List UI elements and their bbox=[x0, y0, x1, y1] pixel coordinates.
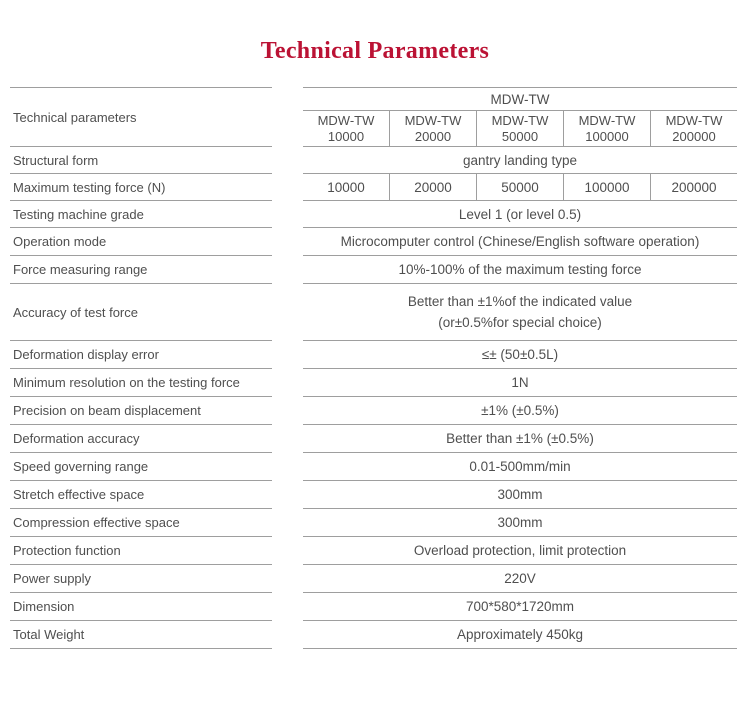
row-label: Maximum testing force (N) bbox=[10, 174, 272, 201]
model-name: MDW-TW bbox=[665, 112, 723, 128]
spec-sheet-page: Technical Parameters Technical parameter… bbox=[0, 36, 750, 719]
model-code: 10000 bbox=[327, 128, 365, 144]
row-label: Deformation accuracy bbox=[10, 425, 272, 453]
model-name: MDW-TW bbox=[578, 112, 636, 128]
row-label: Speed governing range bbox=[10, 453, 272, 481]
model-name: MDW-TW bbox=[491, 112, 549, 128]
row-value: Better than ±1% (±0.5%) bbox=[303, 425, 737, 453]
model-column-header: MDW-TW 50000 bbox=[476, 111, 563, 146]
table-row-protection-function: Protection function Overload protection,… bbox=[10, 537, 737, 565]
row-label: Deformation display error bbox=[10, 341, 272, 369]
row-value: 10%-100% of the maximum testing force bbox=[303, 256, 737, 284]
column-gap bbox=[272, 425, 303, 453]
column-gap bbox=[272, 256, 303, 284]
table-row-accuracy-test-force: Accuracy of test force Better than ±1%of… bbox=[10, 284, 737, 341]
row-label: Compression effective space bbox=[10, 509, 272, 537]
row-label: Total Weight bbox=[10, 621, 272, 649]
row-value: Approximately 450kg bbox=[303, 621, 737, 649]
row-value: ≤± (50±0.5L) bbox=[303, 341, 737, 369]
table-row-operation-mode: Operation mode Microcomputer control (Ch… bbox=[10, 228, 737, 256]
force-value: 200000 bbox=[650, 174, 737, 200]
table-row-deformation-display-error: Deformation display error ≤± (50±0.5L) bbox=[10, 341, 737, 369]
technical-parameters-table: Technical parameters MDW-TW MDW-TW 10000… bbox=[10, 87, 737, 649]
model-column-header: MDW-TW 10000 bbox=[303, 111, 389, 146]
table-row-total-weight: Total Weight Approximately 450kg bbox=[10, 621, 737, 649]
row-value: gantry landing type bbox=[303, 147, 737, 174]
row-value: 1N bbox=[303, 369, 737, 397]
model-name: MDW-TW bbox=[317, 112, 375, 128]
row-label: Protection function bbox=[10, 537, 272, 565]
column-gap bbox=[272, 228, 303, 256]
row-label: Dimension bbox=[10, 593, 272, 621]
row-value: Microcomputer control (Chinese/English s… bbox=[303, 228, 737, 256]
column-gap bbox=[272, 341, 303, 369]
row-label: Stretch effective space bbox=[10, 481, 272, 509]
table-row-max-testing-force: Maximum testing force (N) 10000 20000 50… bbox=[10, 174, 737, 201]
column-gap bbox=[272, 481, 303, 509]
table-header-row: Technical parameters MDW-TW MDW-TW 10000… bbox=[10, 87, 737, 147]
row-label: Structural form bbox=[10, 147, 272, 174]
table-row-stretch-effective-space: Stretch effective space 300mm bbox=[10, 481, 737, 509]
model-code: 20000 bbox=[414, 128, 452, 144]
column-gap bbox=[272, 621, 303, 649]
column-gap bbox=[272, 509, 303, 537]
header-label-cell: Technical parameters bbox=[10, 87, 272, 147]
row-label: Accuracy of test force bbox=[10, 284, 272, 341]
column-gap bbox=[272, 565, 303, 593]
column-gap bbox=[272, 453, 303, 481]
column-gap bbox=[272, 201, 303, 228]
column-gap bbox=[272, 593, 303, 621]
row-value: ±1% (±0.5%) bbox=[303, 397, 737, 425]
model-code: 50000 bbox=[501, 128, 539, 144]
row-value: 0.01-500mm/min bbox=[303, 453, 737, 481]
model-column-header: MDW-TW 20000 bbox=[389, 111, 476, 146]
column-gap bbox=[272, 397, 303, 425]
column-gap bbox=[272, 174, 303, 201]
table-row-dimension: Dimension 700*580*1720mm bbox=[10, 593, 737, 621]
row-label: Minimum resolution on the testing force bbox=[10, 369, 272, 397]
column-gap bbox=[272, 147, 303, 174]
table-row-beam-displacement-precision: Precision on beam displacement ±1% (±0.5… bbox=[10, 397, 737, 425]
column-gap bbox=[272, 369, 303, 397]
table-row-speed-governing-range: Speed governing range 0.01-500mm/min bbox=[10, 453, 737, 481]
model-name: MDW-TW bbox=[404, 112, 462, 128]
table-row-machine-grade: Testing machine grade Level 1 (or level … bbox=[10, 201, 737, 228]
force-value: 50000 bbox=[476, 174, 563, 200]
row-label: Power supply bbox=[10, 565, 272, 593]
table-row-force-measuring-range: Force measuring range 10%-100% of the ma… bbox=[10, 256, 737, 284]
column-gap bbox=[272, 87, 303, 147]
table-row-structural-form: Structural form gantry landing type bbox=[10, 147, 737, 174]
row-value: Overload protection, limit protection bbox=[303, 537, 737, 565]
model-code: 200000 bbox=[672, 128, 716, 144]
column-gap bbox=[272, 284, 303, 341]
row-label: Testing machine grade bbox=[10, 201, 272, 228]
table-row-compression-effective-space: Compression effective space 300mm bbox=[10, 509, 737, 537]
model-code: 100000 bbox=[585, 128, 629, 144]
force-value: 20000 bbox=[389, 174, 476, 200]
row-label: Operation mode bbox=[10, 228, 272, 256]
value-line: Better than ±1%of the indicated value bbox=[407, 294, 633, 309]
page-title: Technical Parameters bbox=[260, 38, 490, 64]
model-column-header: MDW-TW 100000 bbox=[563, 111, 650, 146]
row-value: 220V bbox=[303, 565, 737, 593]
force-value: 100000 bbox=[563, 174, 650, 200]
table-row-power-supply: Power supply 220V bbox=[10, 565, 737, 593]
header-value-cell: MDW-TW MDW-TW 10000 MDW-TW 20000 MDW-TW … bbox=[303, 87, 737, 147]
column-gap bbox=[272, 537, 303, 565]
row-value-columns: 10000 20000 50000 100000 200000 bbox=[303, 174, 737, 201]
row-value-multiline: Better than ±1%of the indicated value (o… bbox=[303, 284, 737, 341]
row-label: Precision on beam displacement bbox=[10, 397, 272, 425]
row-value: Level 1 (or level 0.5) bbox=[303, 201, 737, 228]
force-value: 10000 bbox=[327, 179, 365, 195]
row-value: 300mm bbox=[303, 509, 737, 537]
model-columns: MDW-TW 10000 MDW-TW 20000 MDW-TW 50000 M… bbox=[303, 111, 737, 146]
model-series-header: MDW-TW bbox=[303, 88, 737, 111]
row-value: 300mm bbox=[303, 481, 737, 509]
model-column-header: MDW-TW 200000 bbox=[650, 111, 737, 146]
row-value: 700*580*1720mm bbox=[303, 593, 737, 621]
table-row-deformation-accuracy: Deformation accuracy Better than ±1% (±0… bbox=[10, 425, 737, 453]
value-line: (or±0.5%for special choice) bbox=[438, 315, 602, 330]
table-row-minimum-resolution: Minimum resolution on the testing force … bbox=[10, 369, 737, 397]
row-label: Force measuring range bbox=[10, 256, 272, 284]
